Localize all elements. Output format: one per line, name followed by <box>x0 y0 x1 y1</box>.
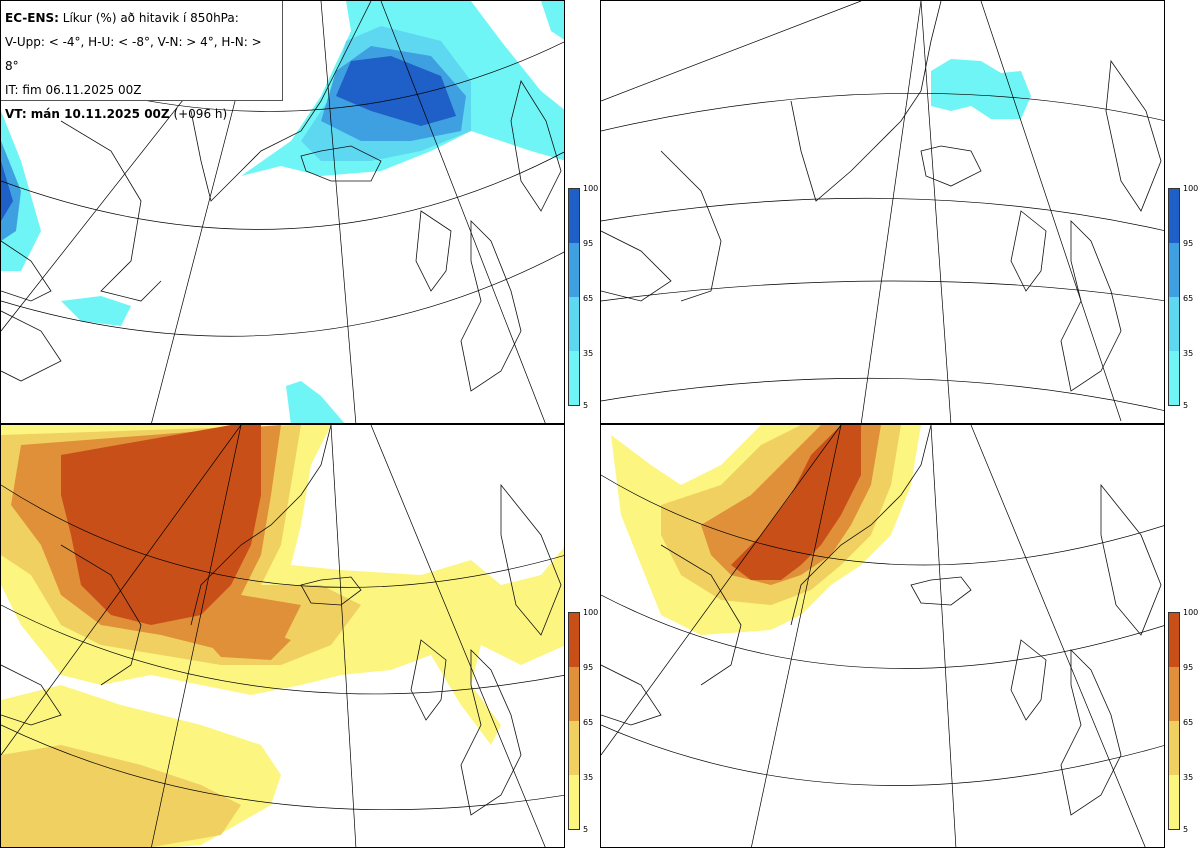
colorbar-tick: 5 <box>1183 401 1189 410</box>
colorbar-swatch <box>569 297 579 351</box>
colorbar-tick: 100 <box>1183 184 1199 193</box>
colorbar-swatch <box>1169 667 1179 721</box>
coastlines <box>1 1 562 392</box>
colorbar-swatch <box>1169 351 1179 405</box>
description-text: Líkur (%) að hitavik í 850hPa: <box>62 11 239 25</box>
colorbar-cold-right: 100 95 65 35 5 <box>1168 184 1200 410</box>
model-label: EC-ENS: <box>5 11 59 25</box>
colorbar-swatch <box>569 351 579 405</box>
colorbar-tick: 100 <box>1183 608 1199 617</box>
colorbar-tick: 65 <box>583 718 594 727</box>
forecast-info-box: EC-ENS: Líkur (%) að hitavik í 850hPa: V… <box>1 1 283 121</box>
thresholds-text: V-Upp: < -4°, H-U: < -8°, V-N: > 4°, H-N… <box>5 35 262 73</box>
colorbar-swatches <box>1168 612 1180 830</box>
probability-map <box>1 425 564 847</box>
graticule <box>601 1 1164 423</box>
colorbar-tick: 5 <box>583 825 589 834</box>
colorbar-swatch <box>1169 297 1179 351</box>
colorbar-tick: 95 <box>1183 239 1194 248</box>
colorbar-tick: 35 <box>583 349 594 358</box>
probability-field <box>1 425 564 847</box>
colorbar-tick: 65 <box>1183 294 1194 303</box>
colorbar-swatch <box>1169 775 1179 829</box>
colorbar-swatches <box>568 612 580 830</box>
colorbar-tick: 35 <box>583 773 594 782</box>
colorbar-tick: 95 <box>1183 663 1194 672</box>
colorbar-swatch <box>1169 721 1179 775</box>
coastlines <box>601 1 1162 392</box>
colorbar-warm-left: 100 95 65 35 5 <box>568 608 604 834</box>
colorbar-swatch <box>569 613 579 667</box>
graticule <box>1 425 564 847</box>
colorbar-swatch <box>569 243 579 297</box>
colorbar-swatch <box>569 775 579 829</box>
coastlines <box>1 425 562 816</box>
probability-field <box>611 425 921 635</box>
colorbar-warm-right: 100 95 65 35 5 <box>1168 608 1200 834</box>
panel-warm-plus8 <box>600 424 1165 848</box>
colorbar-tick: 5 <box>583 401 589 410</box>
probability-field <box>931 59 1031 119</box>
panel-cold-minus4: EC-ENS: Líkur (%) að hitavik í 850hPa: V… <box>0 0 565 424</box>
colorbar-tick: 100 <box>583 608 599 617</box>
initial-time-text: IT: fim 06.11.2025 00Z <box>5 83 142 97</box>
probability-map <box>1 1 564 423</box>
colorbar-tick: 100 <box>583 184 599 193</box>
lead-time-text: (+096 h) <box>173 107 228 121</box>
valid-time-text: VT: mán 10.11.2025 00Z <box>5 107 170 121</box>
colorbar-tick: 65 <box>583 294 594 303</box>
probability-map <box>601 1 1164 423</box>
colorbar-tick: 5 <box>1183 825 1189 834</box>
colorbar-tick: 95 <box>583 239 594 248</box>
coastlines <box>601 425 1162 816</box>
colorbar-swatches <box>568 188 580 406</box>
graticule <box>601 425 1164 847</box>
colorbar-swatch <box>569 667 579 721</box>
colorbar-swatch <box>569 189 579 243</box>
panel-cold-minus8 <box>600 0 1165 424</box>
probability-map <box>601 425 1164 847</box>
panel-warm-plus4 <box>0 424 565 848</box>
colorbar-tick: 65 <box>1183 718 1194 727</box>
probability-field <box>1 1 564 423</box>
colorbar-swatch <box>1169 189 1179 243</box>
colorbar-tick: 95 <box>583 663 594 672</box>
colorbar-cold-left: 100 95 65 35 5 <box>568 184 604 410</box>
colorbar-swatch <box>1169 243 1179 297</box>
colorbar-swatches <box>1168 188 1180 406</box>
colorbar-swatch <box>569 721 579 775</box>
colorbar-swatch <box>1169 613 1179 667</box>
colorbar-tick: 35 <box>1183 349 1194 358</box>
colorbar-tick: 35 <box>1183 773 1194 782</box>
